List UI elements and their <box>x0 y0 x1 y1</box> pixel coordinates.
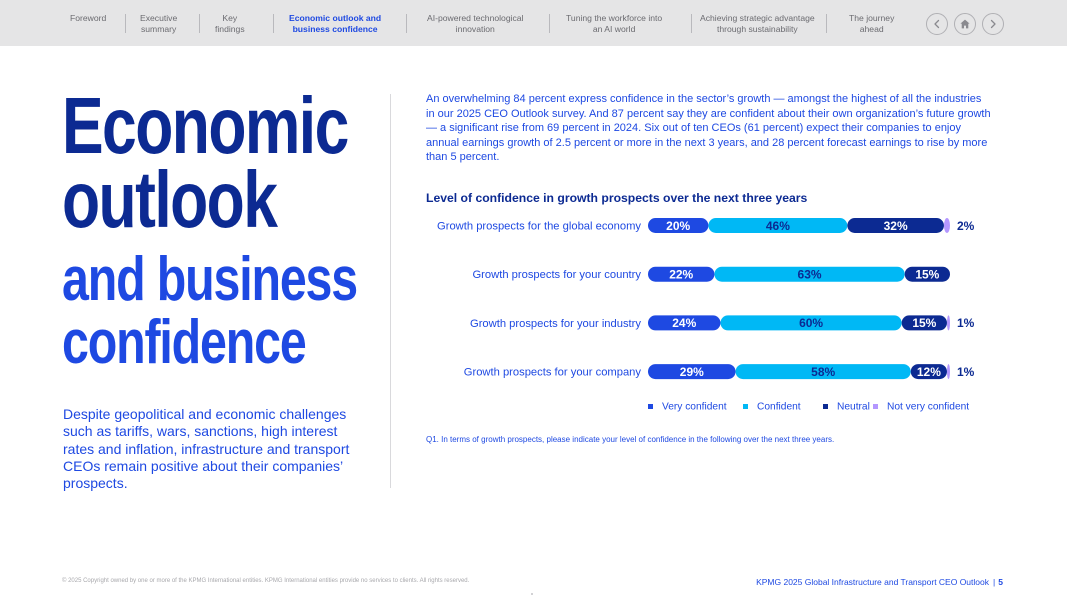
category-label: Growth prospects for your company <box>464 367 642 379</box>
legend-label-confident: Confident <box>757 402 801 413</box>
legend-label-not-very-confident: Not very confident <box>887 402 969 413</box>
copyright-notice: © 2025 Copyright owned by one or more of… <box>62 578 470 584</box>
data-label: 1% <box>957 365 975 379</box>
intro-paragraph: Despite geopolitical and economic challe… <box>63 406 350 492</box>
chart-footnote: Q1. In terms of growth prospects, please… <box>426 435 835 444</box>
bar-segment-very-confident <box>648 266 715 282</box>
nav-separator <box>406 14 407 33</box>
previous-page-button[interactable] <box>926 13 948 35</box>
nav-item-economic-outlook[interactable]: Economic outlook and business confidence <box>289 13 382 34</box>
nav-item-executive-summary[interactable]: Executive summary <box>140 13 178 34</box>
bar-segment-confident <box>714 266 905 282</box>
nav-item-journey-ahead[interactable]: The journey ahead <box>849 13 895 34</box>
home-icon <box>960 19 970 29</box>
bar-segment-confident <box>735 364 911 380</box>
body-paragraph: An overwhelming 84 percent express confi… <box>426 93 991 164</box>
nav-item-foreword[interactable]: Foreword <box>70 13 107 23</box>
nav-separator <box>549 14 550 33</box>
page-title-line-4: confidence <box>62 308 307 377</box>
category-label: Growth prospects for the global economy <box>437 221 641 233</box>
data-label: 1% <box>957 316 975 330</box>
nav-separator <box>199 14 200 33</box>
report-title: KPMG 2025 Global Infrastructure and Tran… <box>756 577 989 587</box>
data-label: 46% <box>766 219 790 233</box>
data-label: 2% <box>957 219 975 233</box>
top-navigation: Foreword Executive summary Key findings … <box>0 0 1067 46</box>
bar-segment-very-confident <box>648 218 709 233</box>
chart-title: Level of confidence in growth prospects … <box>426 191 808 205</box>
next-page-button[interactable] <box>982 13 1004 35</box>
bar-segment-not-very-confident <box>943 218 950 233</box>
bar-segment-not-very-confident <box>946 315 950 331</box>
data-label: 60% <box>799 316 823 330</box>
column-divider <box>390 94 391 488</box>
nav-separator <box>826 14 827 33</box>
nav-separator <box>273 14 274 33</box>
nav-separator <box>691 14 692 33</box>
page-title-line-3: and business <box>62 245 358 314</box>
nav-item-key-findings[interactable]: Key findings <box>215 13 245 34</box>
nav-item-sustainability[interactable]: Achieving strategic advantage through su… <box>700 13 815 34</box>
data-label: 15% <box>915 268 939 282</box>
data-label: 24% <box>672 316 696 330</box>
data-label: 32% <box>884 219 908 233</box>
home-button[interactable] <box>954 13 976 35</box>
confidence-stacked-bar-chart: Growth prospects for the global economy 2… <box>437 218 975 413</box>
page-number: 5 <box>993 577 1003 587</box>
bar-segment-neutral <box>901 315 947 331</box>
category-label: Growth prospects for your country <box>472 269 641 281</box>
legend-swatch-not-very-confident <box>873 404 878 409</box>
data-label: 20% <box>666 219 690 233</box>
nav-item-workforce[interactable]: Tuning the workforce into an AI world <box>566 13 663 34</box>
page-title-line-1: Economic <box>62 81 349 170</box>
legend-label-neutral: Neutral <box>837 402 870 413</box>
bar-segment-not-very-confident <box>946 364 950 380</box>
chevron-right-icon <box>990 19 996 29</box>
data-label: 58% <box>811 365 835 379</box>
legend-label-very-confident: Very confident <box>662 402 727 413</box>
data-label: 12% <box>917 365 941 379</box>
chevron-left-icon <box>934 19 940 29</box>
data-label: 29% <box>680 365 704 379</box>
bar-segment-very-confident <box>648 364 736 380</box>
bar-segment-confident <box>708 218 848 233</box>
legend-swatch-very-confident <box>648 404 653 409</box>
bar-segment-neutral <box>910 364 947 380</box>
data-label: 63% <box>798 268 822 282</box>
data-label: 22% <box>669 268 693 282</box>
legend-swatch-confident <box>743 404 748 409</box>
bar-segment-neutral <box>904 266 950 282</box>
page-title-line-2: outlook <box>62 155 278 244</box>
bar-segment-very-confident <box>648 315 721 331</box>
data-label: 15% <box>912 316 936 330</box>
bar-segment-neutral <box>847 218 944 233</box>
page-dot <box>531 593 533 595</box>
category-label: Growth prospects for your industry <box>470 318 641 330</box>
nav-separator <box>125 14 126 33</box>
legend-swatch-neutral <box>823 404 828 409</box>
nav-item-ai-innovation[interactable]: AI-powered technological innovation <box>427 13 524 34</box>
bar-segment-confident <box>720 315 902 331</box>
